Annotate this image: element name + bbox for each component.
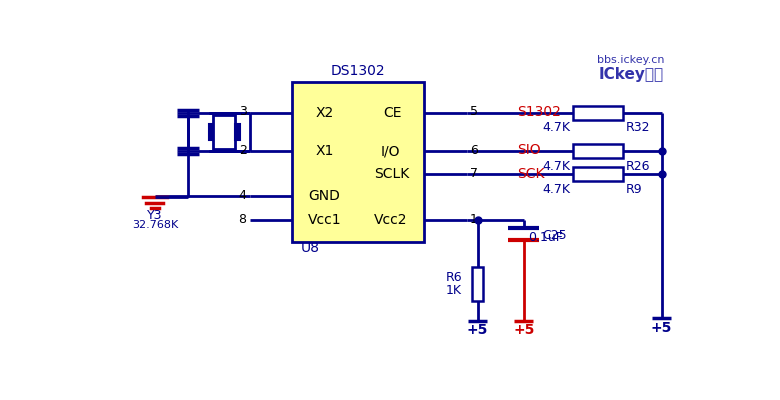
Text: CE: CE bbox=[383, 106, 401, 120]
Text: +5: +5 bbox=[651, 320, 672, 334]
Bar bbox=[472, 267, 483, 301]
Text: 4.7K: 4.7K bbox=[542, 121, 570, 134]
Text: 4.7K: 4.7K bbox=[542, 183, 570, 196]
Text: SIO: SIO bbox=[517, 144, 541, 158]
Text: SCLK: SCLK bbox=[374, 167, 410, 181]
Bar bbox=[292, 82, 424, 242]
Text: 8: 8 bbox=[239, 213, 246, 226]
Text: 4: 4 bbox=[239, 188, 246, 202]
Bar bbox=[573, 167, 623, 181]
Text: I/O: I/O bbox=[381, 144, 400, 158]
Text: R9: R9 bbox=[626, 183, 643, 196]
Text: DS1302: DS1302 bbox=[331, 64, 385, 78]
Text: Y3: Y3 bbox=[147, 209, 163, 222]
Bar bbox=[214, 115, 235, 149]
Text: 4.7K: 4.7K bbox=[542, 160, 570, 173]
Text: R6: R6 bbox=[445, 271, 462, 284]
Bar bbox=[235, 124, 239, 140]
Text: 32.768K: 32.768K bbox=[132, 220, 178, 230]
Text: bbs.ickey.cn: bbs.ickey.cn bbox=[597, 54, 665, 64]
Text: 0.1uF: 0.1uF bbox=[528, 231, 563, 244]
Text: R26: R26 bbox=[626, 160, 651, 173]
Text: X2: X2 bbox=[315, 106, 333, 120]
Text: C25: C25 bbox=[542, 229, 567, 242]
Text: U8: U8 bbox=[301, 241, 320, 255]
Text: R32: R32 bbox=[626, 121, 651, 134]
Text: SCK: SCK bbox=[517, 166, 544, 180]
Text: +5: +5 bbox=[513, 323, 534, 337]
Text: GND: GND bbox=[308, 189, 340, 203]
Text: 6: 6 bbox=[470, 144, 477, 157]
Text: 2: 2 bbox=[239, 144, 246, 157]
Text: 5: 5 bbox=[470, 106, 478, 118]
Text: X1: X1 bbox=[315, 144, 334, 158]
Bar bbox=[573, 144, 623, 158]
Text: 3: 3 bbox=[239, 106, 246, 118]
Text: 1K: 1K bbox=[446, 284, 462, 297]
Text: S1302: S1302 bbox=[517, 105, 561, 119]
Text: Vcc1: Vcc1 bbox=[307, 214, 341, 228]
Text: +5: +5 bbox=[467, 323, 488, 337]
Text: ICkey社区: ICkey社区 bbox=[598, 68, 663, 82]
Text: 1: 1 bbox=[470, 213, 477, 226]
Text: Vcc2: Vcc2 bbox=[374, 214, 407, 228]
Bar bbox=[209, 124, 214, 140]
Bar bbox=[573, 106, 623, 120]
Text: 7: 7 bbox=[470, 167, 478, 180]
